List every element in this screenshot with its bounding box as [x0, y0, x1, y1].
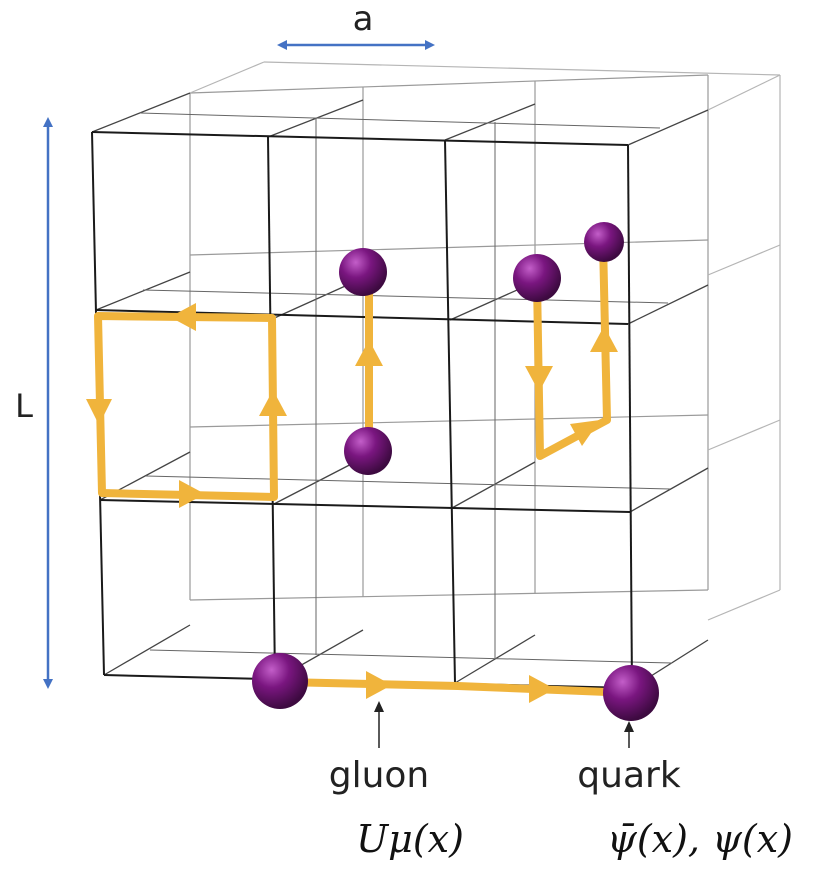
quark-sphere-icon	[603, 665, 659, 721]
quark-label: quark	[577, 755, 681, 796]
lattice-depth-lines	[91, 92, 709, 689]
spacing-label: a	[353, 0, 374, 39]
quark-sphere-icon	[584, 222, 624, 262]
gluon-link-arrow-icon	[366, 671, 392, 699]
gluon-link-arrow-icon	[570, 420, 600, 446]
link-bottom	[278, 678, 636, 697]
quark-field-label: ψ̄(x), ψ(x)	[607, 817, 793, 861]
gluon-link-arrow-icon	[170, 303, 196, 331]
lattice-back-grid	[189, 61, 781, 621]
gluon-link-arrow-icon	[179, 480, 205, 508]
quark-sphere-icon	[339, 248, 387, 296]
quarks	[252, 222, 659, 721]
gluon-link-arrow-icon	[86, 399, 112, 425]
gluon-link-arrow-icon	[355, 340, 383, 366]
pointer-arrows	[374, 701, 634, 748]
gluon-link-arrow-icon	[590, 326, 618, 352]
quark-sphere-icon	[252, 653, 308, 709]
quark-sphere-icon	[513, 254, 561, 302]
quark-sphere-icon	[344, 427, 392, 475]
gluon-link-arrow-icons	[86, 303, 618, 703]
plaquette-loop	[94, 312, 278, 501]
gluon-label: gluon	[329, 755, 430, 796]
size-label: L	[15, 387, 33, 425]
gluon-link-arrow-icon	[259, 390, 287, 416]
gluon-link-arrow-icon	[529, 675, 555, 703]
gluon-field-label: Uμ(x)	[356, 817, 464, 861]
gluon-link-arrow-icon	[525, 366, 553, 392]
lattice-front-grid	[91, 131, 633, 689]
